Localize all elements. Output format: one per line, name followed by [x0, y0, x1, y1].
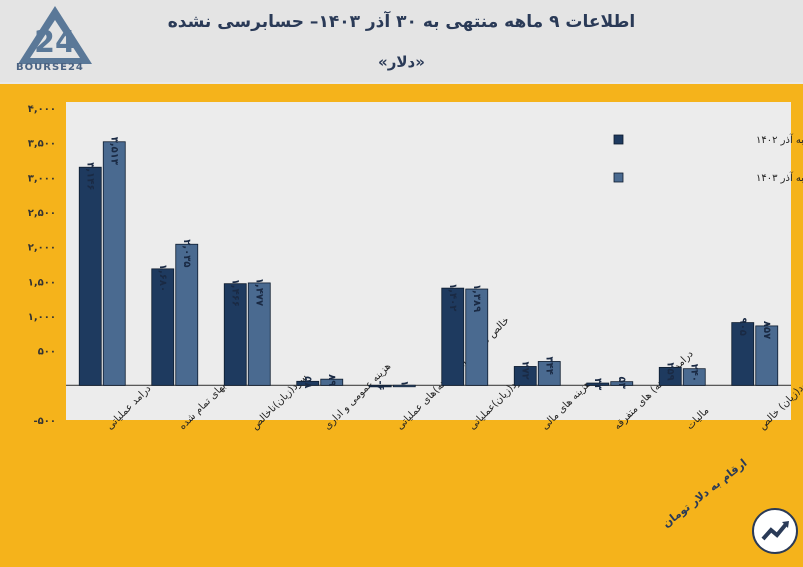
bourse24-logo-icon: 24 — [18, 6, 92, 64]
bar — [320, 378, 344, 386]
bar — [755, 325, 779, 386]
bar-data-label: ۲۵۹ — [664, 362, 675, 380]
legend-swatch — [613, 172, 624, 183]
bar — [537, 361, 561, 386]
bar-data-label: ۳,۵۱۳ — [108, 137, 119, 165]
bar-data-label: ۱,۳۸۹ — [471, 284, 482, 312]
bar-data-label: ۵۸ — [302, 376, 313, 388]
bar-data-label: ۲,۰۳۵ — [181, 239, 192, 267]
bar — [296, 380, 320, 386]
bar — [175, 243, 199, 386]
bar-data-label: ۱ — [398, 380, 409, 386]
y-tick-label: ۳,۰۰۰ — [28, 173, 56, 184]
y-tick-label: ۱,۰۰۰ — [28, 312, 56, 323]
y-tick-label: ۵۰۰ — [38, 347, 56, 358]
bar — [658, 366, 682, 386]
svg-text:24: 24 — [34, 25, 76, 60]
bar-data-label: -۶ — [374, 380, 385, 390]
bar — [682, 368, 706, 386]
bar-data-label: ۱,۴۶۶ — [229, 279, 240, 307]
bar — [513, 366, 537, 386]
bar — [102, 141, 126, 386]
legend-label: عملکرد منتهی به آذر ۱۴۰۳ — [756, 171, 803, 184]
bar — [78, 166, 102, 386]
bar-data-label: ۱,۴۰۲ — [447, 283, 458, 311]
trend-badge-icon — [752, 508, 798, 554]
y-tick-label: ۲,۰۰۰ — [28, 243, 56, 254]
bar — [368, 384, 392, 388]
y-tick-label: ۲,۵۰۰ — [28, 208, 56, 219]
bar-data-label: ۱,۴۷۷ — [253, 278, 264, 306]
bar-data-label: ۲۷۲ — [519, 361, 530, 379]
bar-data-label: ۲۴۰ — [688, 364, 699, 382]
y-tick-label: -۵۰۰ — [34, 416, 56, 427]
logo-text: BOURSE24 — [16, 62, 84, 73]
bar-data-label: ۸۵۷ — [761, 321, 772, 339]
bar-data-label: ۸۹ — [326, 374, 337, 386]
bar — [465, 288, 489, 386]
legend-swatch — [613, 134, 624, 145]
y-tick-label: ۱,۵۰۰ — [28, 277, 56, 288]
bar — [731, 322, 755, 386]
y-tick-label: ۳,۵۰۰ — [28, 139, 56, 150]
bar-data-label: ۳,۱۴۶ — [84, 162, 95, 190]
bar — [247, 282, 271, 386]
bar-data-label: ۹۰۵ — [737, 318, 748, 336]
y-tick-label: ۴,۰۰۰ — [28, 104, 56, 115]
bar-data-label: ۵۳ — [616, 377, 627, 389]
page-subtitle: «دلار» — [378, 53, 425, 71]
bar — [151, 268, 175, 386]
bar — [441, 287, 465, 386]
bar — [586, 382, 610, 386]
bar-data-label: ۱,۶۸۰ — [157, 264, 168, 292]
header-band — [0, 0, 803, 82]
plot-area — [66, 102, 791, 420]
page-title: اطلاعات ۹ ماهه منتهی به ۳۰ آذر ۱۴۰۳– حسا… — [167, 12, 636, 32]
legend-label: عملکرد منتهی به آذر ۱۴۰۲ — [756, 133, 803, 146]
bar — [223, 283, 247, 386]
bar — [610, 381, 634, 386]
bar — [392, 384, 416, 388]
bar-data-label: ۳۳ — [592, 378, 603, 390]
bar-data-label: ۳۴۴ — [543, 356, 554, 374]
